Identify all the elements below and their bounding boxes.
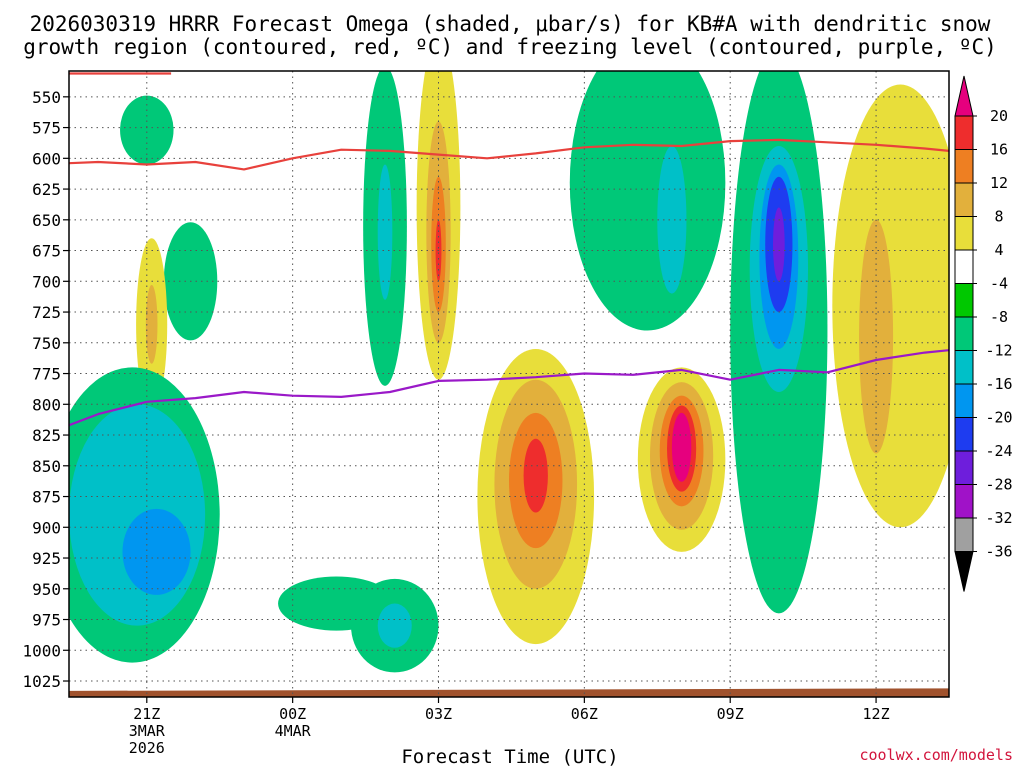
colorbar-label-0: 20	[990, 107, 1008, 125]
colorbar-arrow-bottom	[954, 551, 974, 592]
y-tick-label-925: 925	[32, 549, 61, 568]
omega-cell-0	[120, 95, 174, 165]
omega-shading	[69, 71, 949, 673]
y-tick-label-875: 875	[32, 488, 61, 507]
y-tick-label-625: 625	[32, 180, 61, 199]
colorbar-label-12: -32	[985, 509, 1012, 527]
y-tick-label-1000: 1000	[22, 641, 61, 660]
y-tick-label-675: 675	[32, 242, 61, 261]
contour-lines	[69, 72, 949, 427]
y-tick-label-975: 975	[32, 611, 61, 630]
y-tick-label-550: 550	[32, 88, 61, 107]
colorbar-swatch-11	[954, 450, 974, 485]
y-tick-label-725: 725	[32, 303, 61, 322]
omega-cell-6	[122, 508, 191, 595]
omega-cell-3	[145, 284, 158, 364]
colorbar-swatch-13	[954, 517, 974, 552]
colorbar-label-6: -8	[990, 308, 1008, 326]
colorbar-swatch-3	[954, 182, 974, 217]
ground-surface	[69, 688, 949, 697]
x-tick-label--3-2: 2026	[129, 739, 165, 757]
x-tick-label-3-0: 03Z	[425, 705, 452, 723]
grid-lines	[69, 71, 949, 697]
chart-title-line-1: 2026030319 HRRR Forecast Omega (shaded, …	[30, 12, 991, 36]
credit-text: coolwx.com/models	[859, 746, 1013, 764]
omega-cell-11	[377, 164, 393, 300]
x-axis-label: Forecast Time (UTC)	[401, 746, 618, 768]
chart-title-line-2: growth region (contoured, red, ºC) and f…	[23, 35, 997, 59]
colorbar-label-3: 8	[994, 208, 1003, 226]
plot-frame	[68, 70, 950, 698]
series-line-0	[69, 138, 949, 171]
colorbar-swatch-7	[954, 316, 974, 351]
plot-area	[69, 71, 949, 697]
colorbar-label-8: -16	[985, 375, 1012, 393]
y-axis: 550 575 600 625 650 675 700 725 750 775 800 825 850 8…	[22, 88, 69, 691]
y-tick-label-600: 600	[32, 149, 61, 168]
x-tick-label--3-0: 21Z	[133, 705, 160, 723]
colorbar-swatch-5	[954, 249, 974, 284]
colorbar-swatch-10	[954, 417, 974, 452]
x-tick-label-6-0: 06Z	[571, 705, 598, 723]
omega-cell-31	[773, 207, 785, 282]
omega-cell-26	[657, 146, 687, 294]
x-tick-label-12-0: 12Z	[863, 705, 890, 723]
y-tick-label-575: 575	[32, 119, 61, 138]
ground-layer	[69, 688, 949, 697]
y-tick-label-650: 650	[32, 211, 61, 230]
colorbar-label-1: 16	[990, 141, 1008, 159]
colorbar-swatch-2	[954, 149, 974, 184]
series-line-1	[69, 349, 949, 427]
y-tick-label-950: 950	[32, 580, 61, 599]
y-tick-label-700: 700	[32, 272, 61, 291]
colorbar-swatch-1	[954, 115, 974, 150]
colorbar-label-5: -4	[990, 275, 1008, 293]
y-tick-label-825: 825	[32, 426, 61, 445]
omega-cell-9	[377, 603, 412, 648]
colorbar-swatch-9	[954, 383, 974, 418]
colorbar-swatch-6	[954, 283, 974, 318]
x-tick-label--3-1: 3MAR	[129, 722, 166, 740]
colorbar-swatch-4	[954, 216, 974, 251]
x-tick-label-0-1: 4MAR	[275, 722, 312, 740]
colorbar-swatch-8	[954, 350, 974, 385]
colorbar-label-4: 4	[994, 241, 1003, 259]
colorbar-label-9: -20	[985, 409, 1012, 427]
omega-cell-5	[69, 404, 206, 626]
colorbar: 20 16 12 8 4 -4 -8 -12 -16 -20 -24 -28 -32 -36	[954, 75, 1013, 592]
y-tick-label-850: 850	[32, 457, 61, 476]
x-tick-label-9-0: 09Z	[717, 705, 744, 723]
y-tick-label-1025: 1025	[22, 672, 61, 691]
colorbar-label-11: -28	[985, 476, 1012, 494]
colorbar-label-2: 12	[990, 174, 1008, 192]
omega-cell-33	[859, 219, 894, 454]
x-tick-label-0-0: 00Z	[279, 705, 306, 723]
y-tick-label-900: 900	[32, 518, 61, 537]
y-tick-label-775: 775	[32, 365, 61, 384]
colorbar-swatch-12	[954, 484, 974, 519]
colorbar-label-10: -24	[985, 442, 1012, 460]
colorbar-label-7: -12	[985, 342, 1012, 360]
omega-cell-24	[671, 412, 692, 482]
omega-cell-25	[569, 71, 726, 331]
omega-cell-19	[523, 438, 548, 513]
y-tick-label-800: 800	[32, 395, 61, 414]
y-tick-label-750: 750	[32, 334, 61, 353]
colorbar-label-13: -36	[985, 543, 1012, 561]
